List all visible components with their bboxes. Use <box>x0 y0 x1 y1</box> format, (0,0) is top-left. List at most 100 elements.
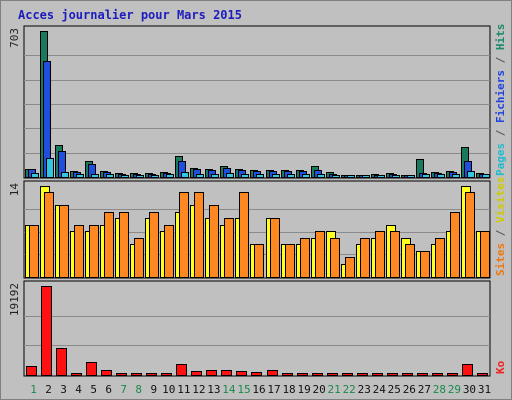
legend-segment: Fichiers <box>494 70 507 123</box>
x-tick-label: 30 <box>463 383 476 396</box>
legend-segment: Visites <box>494 177 507 223</box>
bar-traffic-pages-day-16 <box>256 174 264 178</box>
bar-kbytes-ko-day-22 <box>342 373 353 376</box>
x-tick-label: 1 <box>30 383 37 396</box>
bar-kbytes-ko-day-17 <box>267 370 278 376</box>
x-tick-label: 19 <box>297 383 310 396</box>
panel-kbytes: 19192 Ko <box>8 280 507 377</box>
bar-visits-sites-day-11 <box>179 192 189 278</box>
bar-visits-sites-day-4 <box>74 225 84 278</box>
bar-kbytes-ko-day-21 <box>327 373 338 376</box>
bar-kbytes-ko-day-8 <box>131 373 142 376</box>
x-tick-label: 11 <box>177 383 190 396</box>
bar-kbytes-ko-day-14 <box>221 370 232 376</box>
bar-kbytes-ko-day-1 <box>26 366 37 376</box>
bar-visits-sites-day-23 <box>360 238 370 278</box>
x-tick-label: 10 <box>162 383 175 396</box>
bar-traffic-pages-day-17 <box>272 174 280 178</box>
legend-segment: Pages <box>494 143 507 176</box>
legend-segment: / <box>494 223 507 243</box>
panel-visits: 14 Sites / Visites <box>8 177 507 279</box>
bar-visits-sites-day-28 <box>435 238 445 278</box>
bar-visits-sites-day-8 <box>134 238 144 278</box>
x-tick-label: 13 <box>207 383 220 396</box>
x-tick-label: 4 <box>75 383 82 396</box>
bar-traffic-pages-day-27 <box>422 174 430 178</box>
bar-visits-sites-day-15 <box>239 192 249 278</box>
x-tick-label: 8 <box>135 383 142 396</box>
bar-visits-sites-day-21 <box>330 238 340 278</box>
panel-traffic: 703 Pages / Fichiers / Hits <box>8 24 507 179</box>
bar-traffic-pages-day-3 <box>61 172 69 178</box>
bar-traffic-pages-day-2 <box>46 158 54 178</box>
panel-kbytes-frame <box>23 280 491 377</box>
bar-visits-sites-day-24 <box>375 231 385 278</box>
panel-visits-ymax-label: 14 <box>8 183 21 197</box>
panel-traffic-frame <box>23 25 491 179</box>
x-tick-label: 29 <box>448 383 461 396</box>
panel-visits-legend: Sites / Visites <box>494 177 507 276</box>
bar-traffic-pages-day-9 <box>151 175 159 178</box>
bar-kbytes-ko-day-18 <box>282 373 293 376</box>
panel-traffic-ymax-label: 703 <box>8 28 21 48</box>
bar-kbytes-ko-day-2 <box>41 286 52 376</box>
bar-kbytes-ko-day-26 <box>402 373 413 376</box>
bar-kbytes-ko-day-3 <box>56 348 67 376</box>
bar-visits-sites-day-22 <box>345 257 355 278</box>
bar-visits-sites-day-1 <box>29 225 39 278</box>
bar-visits-sites-day-20 <box>315 231 325 278</box>
bar-traffic-pages-day-11 <box>181 172 189 178</box>
bar-visits-sites-day-10 <box>164 225 174 278</box>
x-tick-label: 21 <box>328 383 341 396</box>
x-tick-label: 23 <box>358 383 371 396</box>
x-tick-label: 22 <box>343 383 356 396</box>
bar-kbytes-ko-day-4 <box>71 373 82 376</box>
x-tick-label: 15 <box>237 383 250 396</box>
bar-kbytes-ko-day-19 <box>297 373 308 376</box>
bar-kbytes-ko-day-31 <box>477 373 488 376</box>
bar-kbytes-ko-day-10 <box>161 373 172 376</box>
x-tick-label: 26 <box>403 383 416 396</box>
bar-traffic-pages-day-24 <box>377 175 385 178</box>
bar-traffic-pages-day-30 <box>467 171 475 178</box>
bar-visits-sites-day-19 <box>300 238 310 278</box>
bar-traffic-pages-day-22 <box>347 175 355 178</box>
bar-traffic-pages-day-8 <box>136 175 144 178</box>
x-tick-label: 16 <box>252 383 265 396</box>
bar-traffic-pages-day-20 <box>317 174 325 178</box>
bar-traffic-pages-day-10 <box>166 174 174 178</box>
x-tick-label: 24 <box>373 383 387 396</box>
x-tick-label: 2 <box>45 383 52 396</box>
bar-traffic-pages-day-12 <box>196 174 204 178</box>
bar-visits-sites-day-14 <box>224 218 234 278</box>
bar-kbytes-ko-day-29 <box>447 373 458 376</box>
bar-kbytes-ko-day-5 <box>86 362 97 376</box>
x-tick-label: 12 <box>192 383 205 396</box>
bar-visits-sites-day-6 <box>104 212 114 278</box>
bar-kbytes-ko-day-7 <box>116 373 127 376</box>
panel-traffic-legend: Pages / Fichiers / Hits <box>494 24 507 176</box>
bar-kbytes-ko-day-30 <box>462 364 473 376</box>
bar-traffic-pages-day-25 <box>392 175 400 178</box>
bar-kbytes-ko-day-23 <box>357 373 368 376</box>
bar-traffic-pages-day-29 <box>452 174 460 178</box>
legend-segment: Sites <box>494 243 507 276</box>
bar-visits-sites-day-18 <box>285 244 295 278</box>
bar-kbytes-ko-day-6 <box>101 370 112 376</box>
bar-traffic-pages-day-1 <box>31 173 39 178</box>
x-tick-label: 3 <box>60 383 67 396</box>
bar-visits-sites-day-12 <box>194 192 204 278</box>
panel-kbytes-ymax-label: 19192 <box>8 283 21 316</box>
x-tick-label: 7 <box>120 383 127 396</box>
bar-traffic-pages-day-21 <box>332 175 340 178</box>
x-tick-label: 9 <box>150 383 157 396</box>
bar-visits-sites-day-29 <box>450 212 460 278</box>
bar-traffic-pages-day-31 <box>482 174 490 178</box>
bar-traffic-pages-day-4 <box>76 174 84 178</box>
bar-kbytes-ko-day-20 <box>312 373 323 376</box>
x-tick-label: 27 <box>418 383 431 396</box>
bar-traffic-pages-day-28 <box>437 174 445 178</box>
bar-traffic-pages-day-26 <box>407 175 415 178</box>
legend-segment: / <box>494 50 507 70</box>
x-tick-label: 25 <box>388 383 401 396</box>
